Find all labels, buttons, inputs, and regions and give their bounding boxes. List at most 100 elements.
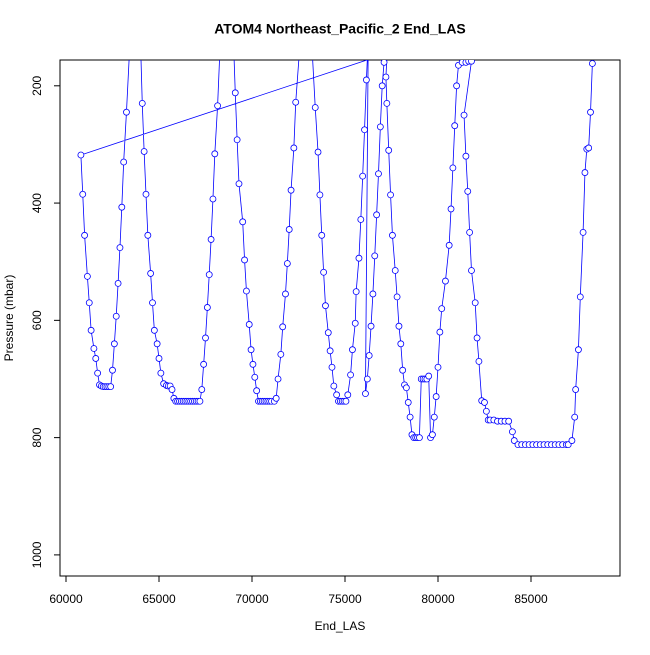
data-point	[118, 203, 126, 211]
data-point	[114, 280, 122, 287]
data-point	[328, 363, 336, 371]
data-point	[482, 407, 490, 415]
data-point	[123, 108, 130, 116]
data-point	[351, 319, 359, 327]
data-point	[150, 326, 158, 334]
data-point	[451, 122, 459, 130]
data-point	[460, 111, 468, 119]
data-point	[110, 340, 118, 348]
data-point	[383, 99, 391, 107]
data-point	[445, 241, 453, 249]
data-point	[462, 152, 470, 160]
data-point	[153, 340, 161, 348]
data-point	[449, 164, 457, 172]
data-point	[406, 413, 414, 421]
data-point	[90, 345, 98, 352]
data-point	[432, 393, 440, 400]
data-point	[290, 144, 298, 152]
data-point	[399, 366, 407, 374]
data-point	[292, 98, 300, 106]
data-point	[330, 382, 338, 390]
data-point	[274, 375, 282, 383]
data-point	[211, 150, 219, 158]
x-tick-label: 60000	[49, 592, 83, 606]
x-tick-label: 80000	[421, 592, 455, 606]
data-point	[378, 82, 386, 90]
data-point	[380, 60, 388, 66]
data-point	[77, 151, 85, 159]
x-tick-label: 75000	[328, 592, 362, 606]
data-point	[397, 340, 405, 348]
data-point	[416, 434, 423, 442]
plot-frame	[59, 59, 621, 577]
data-point	[198, 386, 206, 393]
data-point	[235, 180, 243, 188]
data-point	[352, 288, 360, 296]
data-point	[272, 394, 280, 402]
data-point	[371, 252, 379, 260]
data-point	[361, 126, 368, 134]
data-point	[231, 89, 239, 97]
data-point	[342, 397, 350, 405]
data-point	[436, 328, 444, 336]
y-tick-label: 400	[30, 193, 44, 213]
data-point	[362, 390, 369, 398]
data-point	[116, 244, 124, 252]
data-point	[279, 323, 287, 331]
data-point	[320, 268, 328, 276]
data-point	[365, 352, 373, 359]
x-tick-label: 85000	[514, 592, 548, 606]
data-point	[382, 73, 390, 81]
data-point	[249, 360, 257, 368]
data-point	[568, 437, 576, 444]
data-point	[447, 205, 455, 213]
data-point	[344, 391, 352, 399]
data-point	[138, 99, 146, 107]
data-point	[387, 191, 394, 199]
data-point	[572, 386, 580, 393]
data-point	[471, 299, 479, 307]
data-point	[430, 413, 438, 421]
data-point	[564, 441, 572, 449]
data-point	[314, 148, 322, 156]
data-point	[142, 190, 150, 198]
data-point	[200, 360, 208, 368]
data-point	[287, 186, 295, 194]
data-point	[277, 350, 285, 358]
data-point	[285, 226, 293, 233]
data-point	[442, 277, 449, 285]
x-tick-label: 65000	[142, 592, 176, 606]
data-point	[149, 299, 156, 307]
x-tick-label: 70000	[235, 592, 269, 606]
data-point	[355, 254, 363, 262]
data-point	[205, 271, 213, 279]
data-point	[349, 346, 356, 354]
data-point	[79, 190, 87, 198]
data-point	[144, 231, 152, 239]
y-tick-label: 600	[30, 310, 44, 330]
data-point	[575, 346, 582, 354]
x-axis-label: End_LAS	[315, 619, 366, 633]
data-point	[475, 357, 483, 365]
data-point	[468, 60, 475, 65]
data-point	[576, 293, 584, 301]
data-point	[107, 383, 115, 391]
data-point	[92, 355, 100, 362]
data-point	[140, 148, 148, 155]
data-point	[318, 231, 326, 239]
data-point	[425, 372, 433, 380]
data-point	[375, 170, 382, 178]
data-point	[202, 334, 209, 342]
y-tick-label: 1000	[30, 541, 44, 568]
data-point	[311, 104, 319, 111]
data-point	[373, 211, 381, 219]
data-point	[581, 169, 589, 176]
data-point	[196, 397, 204, 405]
data-point	[207, 236, 215, 243]
data-point	[571, 413, 579, 421]
data-point	[367, 322, 375, 330]
data-point	[363, 375, 371, 383]
data-point	[214, 102, 221, 110]
data-point	[376, 123, 384, 131]
data-point	[253, 387, 261, 395]
